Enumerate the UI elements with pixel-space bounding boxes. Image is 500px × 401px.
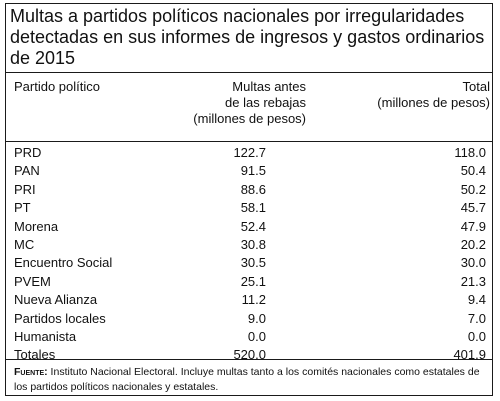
table-row: PRD 122.7 118.0 xyxy=(6,144,492,162)
top-divider xyxy=(6,72,492,73)
header-total: Total (millones de pesos) xyxy=(366,79,490,111)
party-name: PRI xyxy=(14,181,36,197)
party-name: PRD xyxy=(14,145,42,160)
header-total-line: (millones de pesos) xyxy=(377,95,490,110)
header-multas-line: (millones de pesos) xyxy=(193,111,306,126)
source-label: Fuente: xyxy=(14,366,48,378)
multas-value: 11.2 xyxy=(241,292,266,308)
party-name: PT xyxy=(14,200,31,216)
multas-value: 88.6 xyxy=(240,181,266,197)
multas-value: 52.4 xyxy=(240,218,266,234)
multas-value: 520.0 xyxy=(233,347,266,363)
total-value: 50.2 xyxy=(460,181,486,197)
table-body: PRD 122.7 118.0 PAN 91.5 50.4 PRI 88.6 50.2 PT… xyxy=(6,144,492,365)
header-total-line: Total xyxy=(462,79,490,94)
total-value: 30.0 xyxy=(460,255,486,271)
header-party: Partido político xyxy=(14,79,100,94)
party-name: Morena xyxy=(14,218,59,234)
table-frame: Multas a partidos políticos nacionales p… xyxy=(5,3,493,396)
table-row: PVEM 25.1 21.3 xyxy=(6,273,492,291)
header-multas-line: Multas antes xyxy=(232,79,306,94)
party-name: Partidos locales xyxy=(14,310,106,326)
header-multas: Multas antes de las rebajas (millones de… xyxy=(182,79,306,127)
bottom-divider xyxy=(6,359,492,360)
table-row: Nueva Alianza 11.2 9.4 xyxy=(6,291,492,309)
table-row: PRI 88.6 50.2 xyxy=(6,181,492,199)
multas-value: 0.0 xyxy=(247,328,266,344)
total-value: 0.0 xyxy=(467,328,486,344)
multas-value: 9.0 xyxy=(247,310,266,326)
total-value: 47.9 xyxy=(460,218,486,234)
total-value: 45.7 xyxy=(460,200,486,216)
total-value: 401.9 xyxy=(453,347,486,363)
total-value: 118.0 xyxy=(454,145,486,160)
multas-value: 58.1 xyxy=(240,200,266,216)
multas-value: 91.5 xyxy=(240,163,266,179)
header-multas-line: de las rebajas xyxy=(225,95,306,110)
table-row: PAN 91.5 50.4 xyxy=(6,162,492,180)
source-text: Instituto Nacional Electoral. Incluye mu… xyxy=(14,366,480,393)
total-value: 7.0 xyxy=(467,310,486,326)
total-value: 20.2 xyxy=(460,236,486,252)
party-name: MC xyxy=(14,236,35,252)
table-row: Encuentro Social 30.5 30.0 xyxy=(6,254,492,272)
table-row: Humanista 0.0 0.0 xyxy=(6,328,492,346)
table-row-totals: Totales 520.0 401.9 xyxy=(6,346,492,364)
multas-value: 122.7 xyxy=(233,145,266,160)
total-value: 9.4 xyxy=(467,292,486,308)
party-name: Totales xyxy=(14,347,56,363)
total-value: 50.4 xyxy=(460,163,486,179)
table-row: Partidos locales 9.0 7.0 xyxy=(6,310,492,328)
party-name: Encuentro Social xyxy=(14,255,113,271)
multas-value: 30.8 xyxy=(240,236,266,252)
party-name: PVEM xyxy=(14,273,51,289)
multas-value: 25.1 xyxy=(240,273,266,289)
page-title: Multas a partidos políticos nacionales p… xyxy=(10,6,485,68)
table-row: Morena 52.4 47.9 xyxy=(6,218,492,236)
party-name: Humanista xyxy=(14,328,77,344)
total-value: 21.3 xyxy=(460,273,486,289)
source-note: Fuente: Instituto Nacional Electoral. In… xyxy=(14,365,486,395)
table-row: MC 30.8 20.2 xyxy=(6,236,492,254)
table-row: PT 58.1 45.7 xyxy=(6,199,492,217)
party-name: Nueva Alianza xyxy=(14,292,98,308)
header-divider xyxy=(6,141,492,142)
multas-value: 30.5 xyxy=(240,255,266,271)
party-name: PAN xyxy=(14,163,40,179)
